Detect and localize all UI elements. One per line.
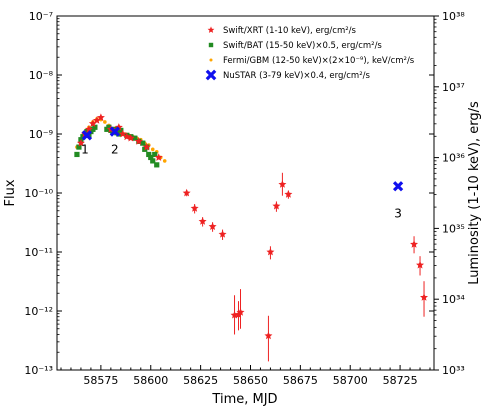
xrt-point — [154, 153, 163, 161]
x-tick-label: 58725 — [383, 374, 418, 387]
legend-label-gbm: Fermi/GBM (12-50 keV)×(2×10⁻⁹), keV/cm²/… — [223, 56, 415, 66]
xrt-point — [88, 119, 97, 128]
plot-frame — [56, 15, 435, 371]
y-tick-label: 10⁻⁹ — [29, 128, 53, 141]
legend-marker-nustar — [205, 69, 217, 81]
legend-marker-xrt — [207, 26, 215, 33]
gbm-point — [103, 120, 107, 124]
legend-marker-gbm — [209, 58, 213, 62]
y-tick-label: 10⁻⁷ — [29, 10, 53, 23]
xrt-point — [134, 137, 143, 145]
y-tick-label: 10⁻¹¹ — [24, 246, 53, 259]
xrt-point — [96, 113, 105, 121]
xrt-point — [92, 116, 101, 124]
bat-point — [74, 151, 80, 158]
xrt-point — [410, 240, 419, 248]
y2-axis-label: Luminosity (1-10 keV), erg/s — [467, 101, 482, 285]
bat-point — [154, 162, 160, 168]
axes: 58575 58600 58625 58650 58675 58700 58725 10⁻¹³… — [24, 10, 465, 387]
xrt-point — [142, 142, 151, 151]
xrt-point — [420, 293, 429, 301]
xrt-point — [264, 331, 273, 340]
bat-point — [92, 124, 98, 130]
legend-label-xrt: Swift/XRT (1-10 keV), erg/cm²/s — [223, 26, 357, 36]
legend: Swift/XRT (1-10 keV), erg/cm²/s Swift/BAT… — [205, 26, 415, 81]
gbm-point — [162, 159, 167, 163]
xrt-point — [182, 188, 191, 197]
x-tick-label: 58600 — [133, 374, 168, 387]
y2-tick-label: 10³⁸ — [442, 10, 465, 23]
bat-point — [150, 158, 156, 164]
xrt-point — [198, 217, 207, 225]
xrt-point — [76, 138, 85, 147]
y2-tick-label: 10³⁴ — [442, 293, 465, 306]
xrt-point — [190, 204, 199, 212]
bat-point — [132, 135, 138, 141]
x-tick-label: 58625 — [183, 374, 218, 387]
y2-tick-label: 10³⁵ — [442, 222, 465, 235]
bat-point — [148, 154, 154, 161]
xrt-point — [236, 308, 245, 316]
legend-label-bat: Swift/BAT (15-50 keV)×0.5, erg/cm²/s — [223, 41, 382, 51]
legend-marker-bat — [208, 42, 214, 48]
y2-tick-label: 10³³ — [442, 364, 465, 377]
legend-label-nustar: NuSTAR (3-79 keV)×0.4, erg/cm²/s — [223, 71, 370, 81]
xrt-point — [278, 180, 287, 188]
x-tick-label: 58700 — [333, 374, 368, 387]
plot-area: 1 2 3 — [74, 113, 429, 362]
xrt-point — [272, 201, 281, 210]
y-tick-label: 10⁻¹² — [24, 305, 53, 318]
nustar-point — [109, 126, 120, 137]
annotation-label: 3 — [394, 206, 402, 220]
bat-point — [106, 124, 112, 130]
x-axis-label: Time, MJD — [211, 392, 277, 407]
y-axis-label: Flux — [3, 179, 18, 206]
nustar-point — [81, 130, 93, 141]
y-tick-label: 10⁻¹⁰ — [24, 187, 53, 200]
xrt-point — [266, 247, 275, 256]
annotation-label: 2 — [111, 142, 119, 156]
annotation-label: 1 — [81, 142, 89, 156]
gbm-point — [150, 147, 155, 152]
xrt-point — [208, 222, 217, 230]
xrt-point — [218, 230, 227, 238]
xrt-point — [126, 133, 135, 142]
bat-point — [76, 144, 82, 150]
bat-point — [140, 140, 146, 146]
y-tick-label: 10⁻¹³ — [24, 364, 53, 377]
x-tick-label: 58650 — [233, 374, 268, 387]
xrt-point — [84, 125, 93, 133]
bat-point — [118, 127, 124, 134]
y2-tick-label: 10³⁶ — [442, 152, 465, 165]
xrt-point — [416, 260, 425, 269]
xrt-point — [284, 190, 293, 198]
bat-point — [152, 151, 158, 158]
bat-point — [146, 151, 152, 158]
y-tick-label: 10⁻⁸ — [29, 69, 54, 82]
x-tick-label: 58675 — [283, 374, 318, 387]
x-tick-label: 58575 — [83, 374, 118, 387]
nustar-point — [392, 181, 404, 192]
y2-tick-label: 10³⁷ — [442, 81, 465, 94]
